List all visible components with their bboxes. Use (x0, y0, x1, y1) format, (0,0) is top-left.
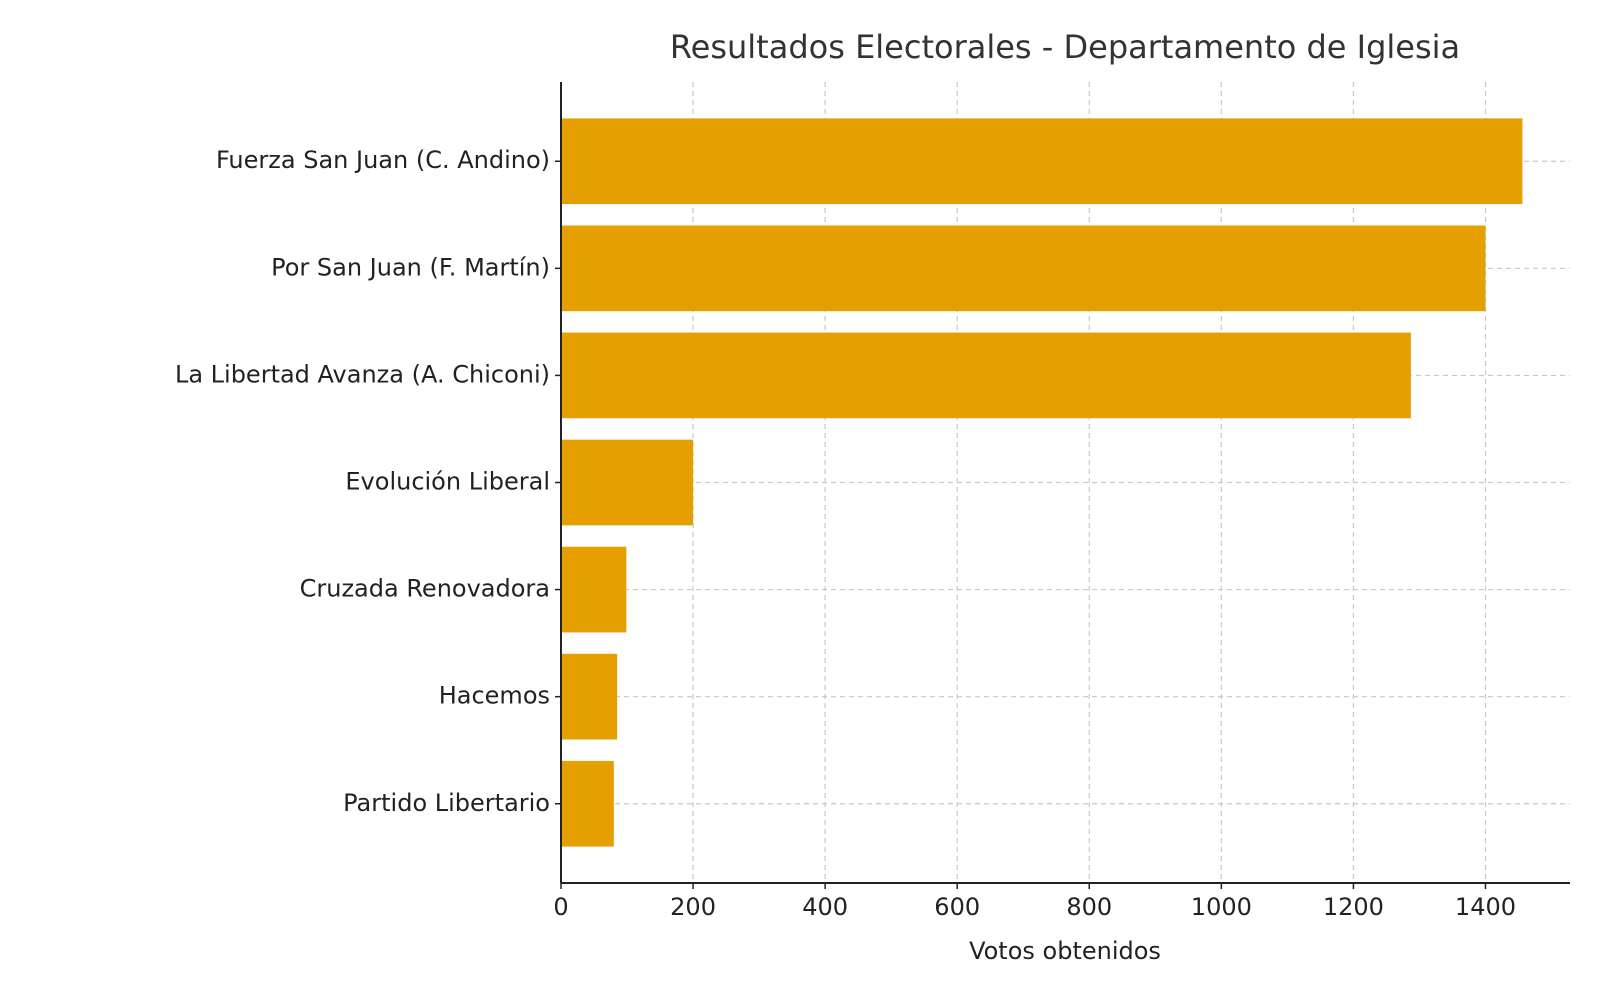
x-tick-label: 600 (934, 893, 980, 921)
x-tick-label: 1400 (1455, 893, 1516, 921)
bar (561, 225, 1486, 312)
y-tick-label: Por San Juan (F. Martín) (271, 253, 550, 281)
y-tick-label: Evolución Liberal (345, 468, 550, 496)
x-tick-label: 200 (670, 893, 716, 921)
y-tick-label: Fuerza San Juan (C. Andino) (216, 146, 550, 174)
chart-title: Resultados Electorales - Departamento de… (670, 28, 1460, 66)
bar (561, 760, 614, 847)
y-tick-label: Partido Libertario (343, 789, 550, 817)
bar (561, 118, 1523, 205)
y-tick-label: Cruzada Renovadora (300, 575, 550, 603)
x-tick-label: 400 (802, 893, 848, 921)
y-tick-label: Hacemos (439, 682, 550, 710)
bar (561, 332, 1411, 419)
x-tick-label: 0 (553, 893, 568, 921)
bar (561, 546, 627, 633)
x-tick-label: 1000 (1191, 893, 1252, 921)
x-axis-label: Votos obtenidos (969, 937, 1161, 965)
bar (561, 439, 694, 526)
bar (561, 653, 618, 740)
x-tick-label: 1200 (1323, 893, 1384, 921)
x-tick-label: 800 (1066, 893, 1112, 921)
y-tick-label: La Libertad Avanza (A. Chiconi) (175, 360, 550, 388)
